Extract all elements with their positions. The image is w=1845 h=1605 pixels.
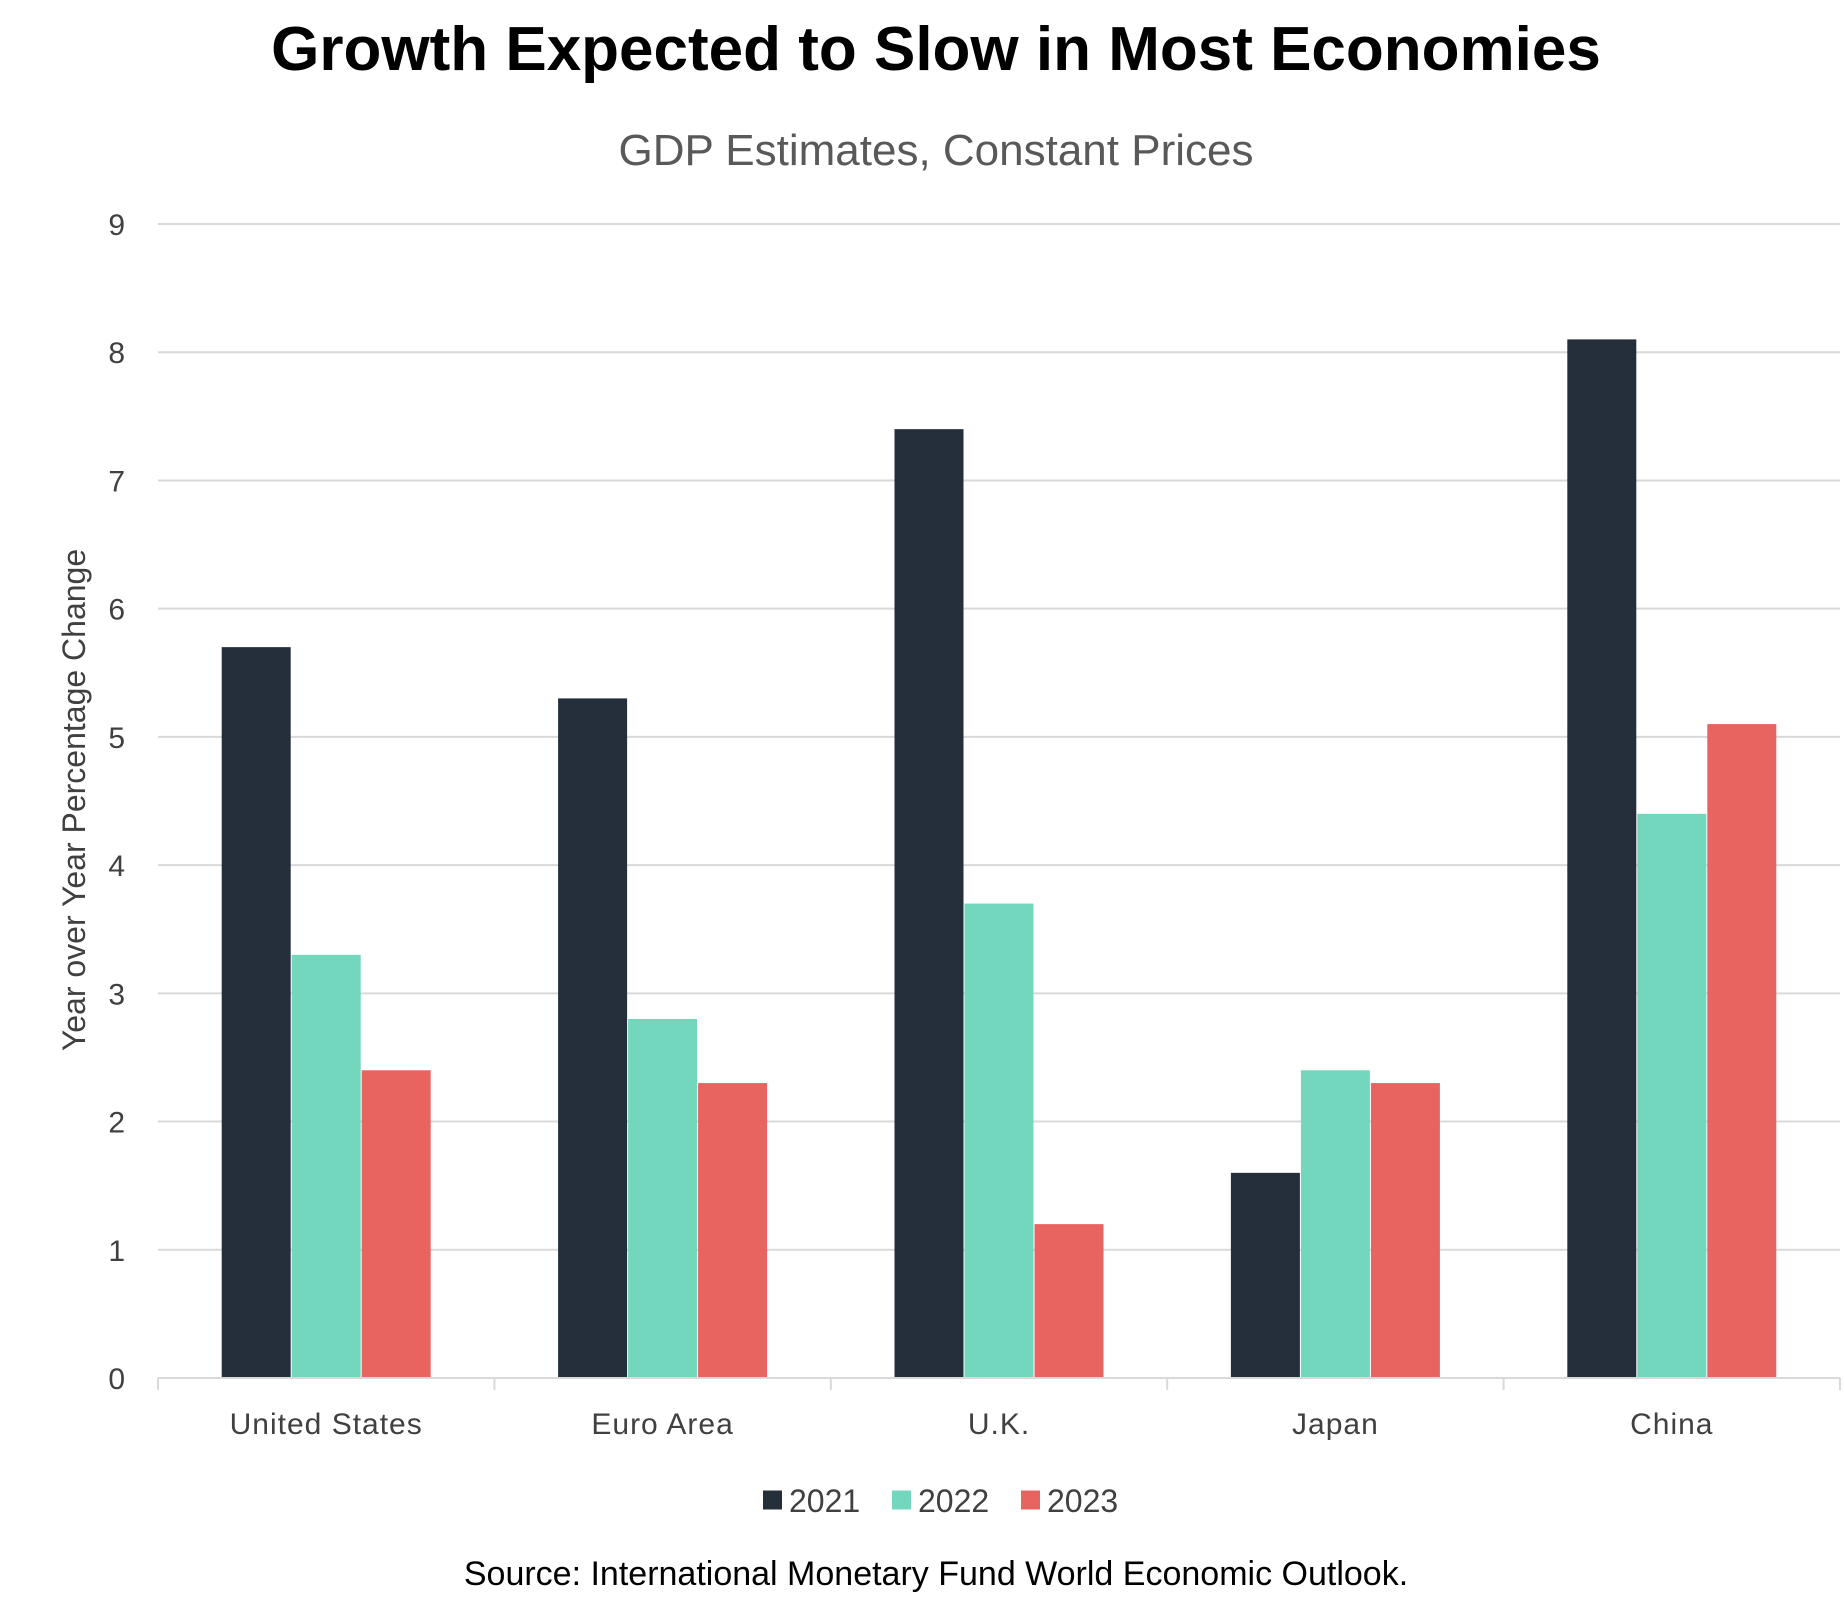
- x-category-label: China: [1630, 1408, 1713, 1441]
- bar-2021-united-states: [221, 647, 291, 1378]
- y-tick-label: 1: [108, 1235, 125, 1268]
- bar-2021-u-k: [894, 429, 964, 1379]
- y-tick-label: 2: [108, 1107, 125, 1140]
- bar-2022-u-k: [964, 903, 1034, 1378]
- bar-2023-china: [1707, 724, 1777, 1378]
- y-tick-label: 6: [108, 594, 125, 627]
- bar-2021-euro-area: [558, 698, 628, 1378]
- y-axis-label: Year over Year Percentage Change: [56, 549, 92, 1051]
- bar-2021-china: [1567, 339, 1637, 1378]
- y-tick-label: 0: [108, 1363, 125, 1396]
- x-category-label: Euro Area: [591, 1408, 733, 1441]
- y-axis-ticks: 0 1 2 3 4 5 6 7 8 9: [108, 209, 125, 1396]
- bar-2022-euro-area: [628, 1018, 698, 1378]
- legend: 2021 2022 2023: [763, 1483, 1118, 1519]
- legend-swatch-2023: [1021, 1490, 1040, 1510]
- y-tick-label: 9: [108, 209, 125, 242]
- chart-subtitle: GDP Estimates, Constant Prices: [619, 126, 1254, 175]
- y-tick-label: 5: [108, 722, 125, 755]
- bar-2023-japan: [1370, 1083, 1440, 1378]
- bar-2023-u-k: [1034, 1224, 1104, 1378]
- source-note: Source: International Monetary Fund Worl…: [464, 1555, 1408, 1593]
- x-category-label: U.K.: [968, 1408, 1030, 1441]
- legend-label-2021: 2021: [789, 1483, 860, 1519]
- bar-2022-china: [1637, 813, 1707, 1378]
- bar-2021-japan: [1230, 1172, 1300, 1378]
- y-tick-label: 7: [108, 465, 125, 498]
- bar-2023-united-states: [361, 1070, 431, 1378]
- y-tick-label: 3: [108, 978, 125, 1011]
- bar-2022-united-states: [291, 954, 361, 1378]
- bars: [221, 339, 1777, 1379]
- legend-swatch-2022: [892, 1490, 911, 1510]
- legend-label-2022: 2022: [918, 1483, 989, 1519]
- y-tick-label: 8: [108, 337, 125, 370]
- x-axis: United States Euro Area U.K. Japan China: [157, 1377, 1841, 1441]
- legend-label-2023: 2023: [1047, 1483, 1118, 1519]
- x-category-label: Japan: [1292, 1408, 1379, 1441]
- gridlines: [158, 223, 1840, 1251]
- bar-2023-euro-area: [698, 1083, 768, 1378]
- x-category-label: United States: [230, 1408, 423, 1441]
- y-tick-label: 4: [108, 850, 125, 883]
- bar-2022-japan: [1300, 1070, 1370, 1378]
- chart-title: Growth Expected to Slow in Most Economie…: [271, 15, 1601, 84]
- legend-swatch-2021: [763, 1490, 782, 1510]
